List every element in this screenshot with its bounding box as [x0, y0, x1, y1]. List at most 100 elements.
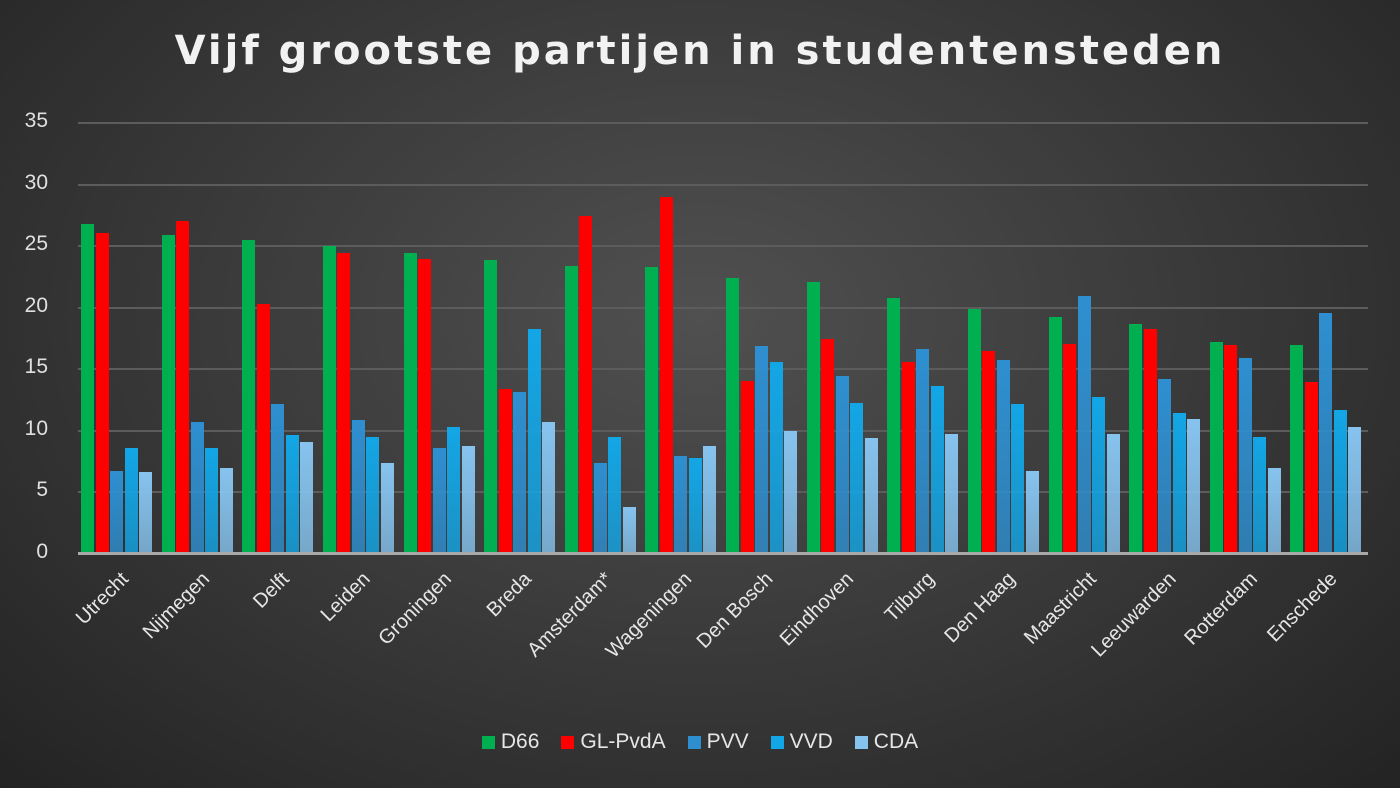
bar-group	[645, 122, 726, 553]
bar-pvv	[916, 348, 930, 553]
bar-group	[806, 122, 888, 553]
bar-d66	[484, 259, 498, 553]
bar-group	[242, 122, 323, 553]
gridline	[78, 429, 1368, 432]
gridline	[78, 245, 1368, 248]
bar-gl-pvda	[901, 362, 915, 553]
legend-swatch	[561, 735, 575, 749]
y-tick-label: 30	[24, 170, 48, 194]
x-tick-label: Eindhoven	[775, 568, 858, 651]
bar-cda	[1187, 418, 1201, 553]
bar-group	[887, 122, 968, 553]
y-tick-label: 0	[36, 540, 48, 563]
bar-cda	[1106, 433, 1120, 553]
bar-gl-pvda	[982, 351, 996, 553]
bar-cda	[703, 445, 717, 553]
bar-d66	[564, 266, 578, 553]
bar-pvv	[674, 455, 688, 553]
bar-vvd	[850, 402, 864, 553]
bar-vvd	[608, 437, 622, 553]
bar-cda	[1267, 468, 1281, 553]
legend-item: PVV	[687, 730, 749, 754]
bar-d66	[887, 298, 901, 553]
legend-item: D66	[481, 730, 539, 754]
bar-gl-pvda	[740, 380, 754, 553]
x-tick-label: Rotterdam	[1180, 568, 1262, 650]
bar-pvv	[835, 375, 849, 553]
x-tick-label: Leeuwarden	[1087, 568, 1181, 662]
legend-swatch	[854, 735, 868, 749]
bar-d66	[81, 224, 94, 553]
x-tick-label: Enschede	[1263, 568, 1342, 647]
y-tick-label: 20	[24, 293, 48, 317]
bar-cda	[139, 471, 152, 553]
bar-pvv	[1319, 312, 1333, 553]
bar-vvd	[285, 434, 299, 553]
bar-gl-pvda	[418, 258, 431, 553]
x-axis-line	[78, 552, 1368, 555]
bar-pvv	[1077, 295, 1091, 553]
bar-gl-pvda	[1304, 381, 1318, 553]
x-tick-label: Utrecht	[71, 568, 134, 630]
bar-group	[322, 122, 404, 553]
bar-pvv	[1158, 379, 1172, 553]
bar-group	[564, 122, 646, 553]
bar-vvd	[769, 362, 783, 553]
bar-group	[403, 122, 485, 553]
bar-vvd	[124, 448, 138, 553]
x-tick-label: Delft	[249, 568, 294, 613]
bar-pvv	[432, 448, 446, 553]
bar-pvv	[755, 346, 768, 553]
bars-layer	[78, 122, 1368, 553]
bar-group	[484, 122, 565, 553]
legend-label: CDA	[873, 730, 919, 753]
bar-gl-pvda	[1224, 344, 1238, 553]
bar-group	[1209, 122, 1291, 553]
plot-area	[78, 122, 1368, 555]
legend-item: GL-PvdA	[561, 730, 666, 754]
bar-d66	[806, 282, 820, 553]
bar-group	[726, 122, 807, 553]
bar-pvv	[996, 359, 1010, 553]
x-tick-label: Breda	[482, 568, 537, 622]
y-tick-label: 10	[24, 416, 48, 440]
bar-pvv	[351, 420, 365, 553]
x-tick-label: Tilburg	[880, 568, 940, 627]
bar-gl-pvda	[659, 197, 673, 553]
bar-vvd	[1011, 404, 1025, 553]
x-tick-label: Den Bosch	[692, 568, 778, 653]
bar-vvd	[205, 448, 219, 553]
bar-cda	[1348, 427, 1362, 553]
bar-pvv	[110, 470, 123, 553]
bar-cda	[300, 442, 314, 553]
legend-item: CDA	[854, 730, 919, 754]
bar-group	[1129, 122, 1210, 553]
legend: D66 GL-PvdA PVV VVD CDA	[0, 730, 1400, 754]
x-tick-label: Nijmegen	[138, 568, 214, 644]
bar-cda	[380, 463, 394, 553]
bar-d66	[403, 252, 417, 553]
gridline	[78, 122, 1368, 124]
bar-gl-pvda	[1143, 328, 1157, 553]
bar-pvv	[513, 391, 527, 553]
bar-vvd	[688, 458, 702, 553]
chart-title: Vijf grootste partijen in studentenstede…	[174, 28, 1226, 74]
bar-cda	[542, 422, 556, 553]
bar-pvv	[1238, 358, 1252, 553]
bar-d66	[1209, 342, 1223, 553]
bar-group	[81, 122, 162, 553]
bar-gl-pvda	[579, 215, 593, 553]
bar-group	[1290, 122, 1371, 553]
bar-vvd	[527, 328, 541, 553]
gridline	[78, 368, 1368, 371]
bar-gl-pvda	[256, 304, 270, 553]
bar-gl-pvda	[176, 220, 190, 553]
x-tick-label: Groningen	[373, 568, 456, 650]
y-tick-label: 15	[24, 355, 48, 379]
bar-group	[161, 122, 243, 553]
gridline	[78, 306, 1368, 309]
bar-cda	[461, 445, 475, 553]
bar-gl-pvda	[498, 389, 512, 553]
bar-d66	[1290, 344, 1304, 553]
legend-swatch	[481, 735, 495, 749]
